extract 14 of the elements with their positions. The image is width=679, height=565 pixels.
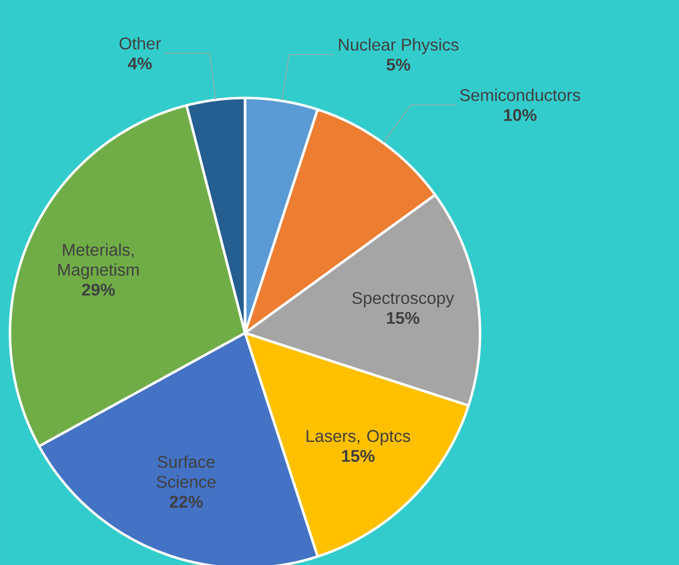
slice-label: Surface Science [156,455,216,488]
slice-label: Semiconductors [460,88,580,102]
slice-label: Other [120,37,161,50]
slice-label: Meterials, Magnetism [58,243,139,280]
data-label: 4% [128,57,152,70]
data-label: 10% [504,109,536,122]
data-label: 29% [82,284,115,296]
slice-label: Lasers, Optcs [306,430,410,446]
slice-label: Nuclear Physics [339,38,458,54]
data-label: 15% [342,450,375,462]
data-label: 5% [386,58,410,71]
data-label: 15% [386,312,420,324]
slice-label: Spectroscopy [352,292,454,308]
data-label: 22% [170,496,203,508]
